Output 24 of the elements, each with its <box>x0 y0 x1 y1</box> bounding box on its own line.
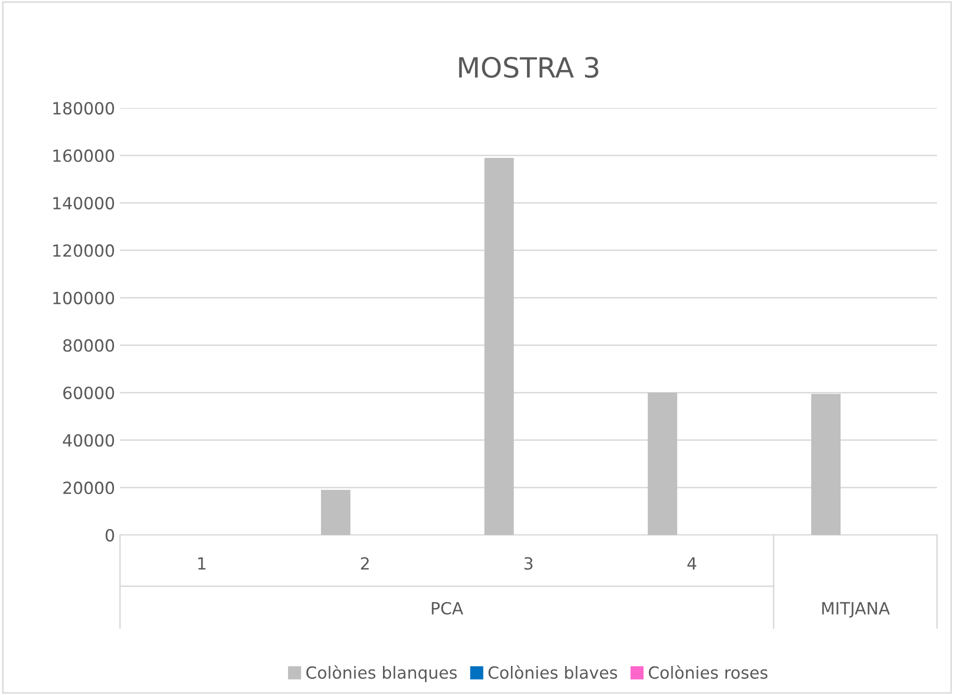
x-tick-label: 2 <box>361 557 369 570</box>
y-tick-label: 120000 <box>53 244 114 257</box>
legend-label: Colònies blaves <box>488 665 618 679</box>
y-tick-label: 180000 <box>53 102 114 115</box>
y-tick-label: 80000 <box>63 339 114 352</box>
bar <box>811 394 841 535</box>
bar <box>320 490 350 535</box>
y-tick-label: 160000 <box>53 149 114 162</box>
y-tick-label: 60000 <box>63 386 114 400</box>
x-tick-label: 1 <box>198 557 206 570</box>
legend-label: Colònies blanques <box>306 665 457 682</box>
y-tick-label: 100000 <box>53 292 114 304</box>
text: MITJANA <box>822 602 890 618</box>
x-tick-label: 4 <box>687 557 696 570</box>
chart-title: MOSTRA 3 <box>459 56 598 78</box>
bar <box>648 392 678 535</box>
y-tick-label: 40000 <box>62 434 114 447</box>
legend-label: Colònies roses <box>648 665 768 679</box>
bar <box>484 158 514 535</box>
x-tick-label: 3 <box>524 557 532 570</box>
y-tick-label: 20000 <box>63 482 114 494</box>
text: PCA <box>432 602 464 615</box>
y-tick-label: 140000 <box>53 196 114 210</box>
y-tick-label: 0 <box>106 528 114 542</box>
